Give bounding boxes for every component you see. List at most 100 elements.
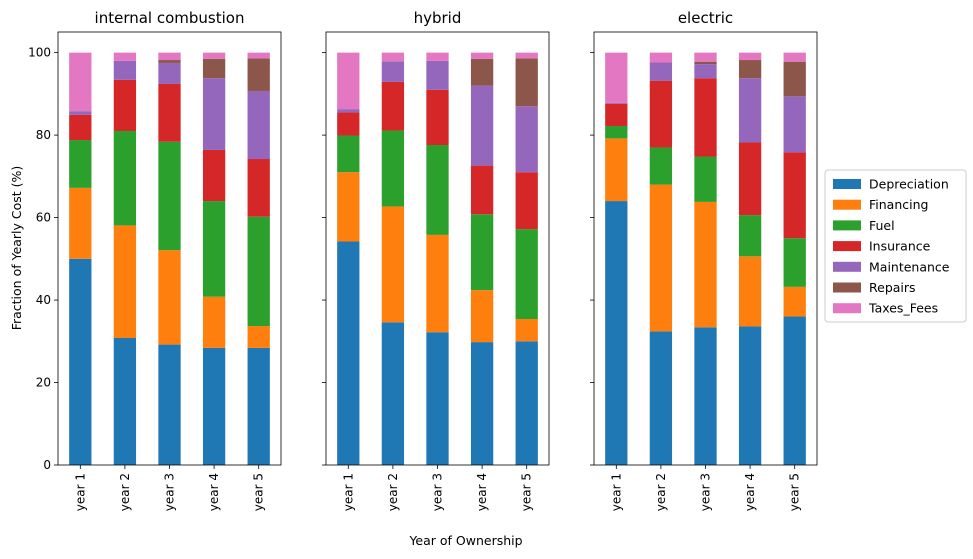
- panel-2: year 1 year 2 year 3 year 4 year 5 hybrid: [322, 9, 550, 511]
- bar-segment-depreciation: [783, 316, 806, 465]
- bar-segment-depreciation: [158, 344, 181, 465]
- bar-segment-maintenance: [202, 78, 226, 150]
- bar-segment-insurance: [783, 152, 806, 239]
- bar-segment-financing: [158, 250, 181, 345]
- x-tick-label: year 4: [743, 473, 757, 511]
- bar-segment-insurance: [381, 81, 405, 131]
- y-tick-label: 100: [28, 46, 51, 60]
- y-tick-label: 0: [43, 458, 51, 472]
- legend-swatch-repairs: [833, 282, 861, 293]
- bar-segment-taxes-fees: [470, 52, 494, 59]
- x-tick-label: year 1: [609, 473, 623, 511]
- bar-segment-insurance: [649, 80, 673, 148]
- legend-label: Taxes_Fees: [868, 301, 938, 316]
- bar-segment-fuel: [694, 156, 717, 202]
- legend-swatch-depreciation: [833, 179, 861, 189]
- bar-segment-insurance: [202, 149, 226, 202]
- bar-segment-fuel: [783, 238, 806, 287]
- bar-segment-maintenance: [247, 90, 270, 160]
- bar-segment-fuel: [158, 141, 181, 251]
- bar-segment-fuel: [738, 215, 762, 257]
- legend-swatch-maintenance: [833, 261, 861, 272]
- bar-segment-maintenance: [605, 102, 628, 104]
- x-tick-label: year 4: [475, 473, 489, 511]
- bar-segment-repairs: [515, 58, 538, 107]
- bar-segment-insurance: [738, 142, 762, 216]
- bar-segment-taxes-fees: [426, 52, 449, 61]
- bar-segment-depreciation: [202, 347, 226, 465]
- bar-segment-maintenance: [649, 62, 673, 81]
- bar-segment-repairs: [694, 61, 717, 65]
- bar-segment-repairs: [783, 61, 806, 97]
- bar-segment-taxes-fees: [113, 52, 137, 61]
- x-tick-label: year 2: [118, 473, 132, 511]
- bar-segment-taxes-fees: [158, 52, 181, 61]
- y-tick-label: 40: [36, 293, 51, 307]
- bar-segment-maintenance: [694, 64, 717, 79]
- bar-segment-financing: [202, 296, 226, 348]
- bar-segment-financing: [738, 256, 762, 327]
- chart-panels: year 1 year 2 year 3 year 4 year 5 0 20 40 60 80 1…: [28, 9, 818, 511]
- bar-segment-financing: [783, 286, 806, 317]
- legend-label: Fuel: [869, 218, 895, 233]
- bar-segment-financing: [381, 206, 405, 323]
- bar-segment-maintenance: [426, 60, 449, 90]
- x-tick-label: year 1: [341, 473, 355, 511]
- bar-segment-financing: [515, 319, 538, 342]
- bar-segment-depreciation: [694, 327, 717, 465]
- bar-segment-repairs: [738, 60, 762, 79]
- x-tick-label: year 5: [252, 473, 266, 511]
- bar-segment-maintenance: [738, 78, 762, 143]
- bar-segment-depreciation: [515, 341, 538, 465]
- y-tick-label: 80: [36, 128, 51, 142]
- bar-segment-maintenance: [470, 85, 494, 166]
- panel-title: hybrid: [414, 9, 462, 27]
- x-tick-label: year 3: [163, 473, 177, 511]
- bar-segment-fuel: [337, 135, 360, 173]
- x-tick-label: year 5: [788, 473, 802, 511]
- bar-segment-insurance: [605, 103, 628, 127]
- bar-segment-depreciation: [426, 332, 449, 465]
- bar-segment-maintenance: [69, 111, 92, 115]
- legend-label: Maintenance: [869, 259, 950, 274]
- panel-1: year 1 year 2 year 3 year 4 year 5 0 20 40 60 80 1…: [28, 9, 282, 511]
- plot-frame: [325, 31, 550, 466]
- bar-segment-depreciation: [337, 241, 360, 465]
- legend-swatch-insurance: [833, 241, 861, 252]
- bar-segment-insurance: [247, 159, 270, 217]
- bar-segment-depreciation: [738, 326, 762, 465]
- x-axis-label: Year of Ownership: [408, 533, 522, 548]
- bar-segment-taxes-fees: [605, 52, 628, 103]
- bar-segment-depreciation: [113, 337, 137, 465]
- bar-segment-maintenance: [158, 62, 181, 84]
- bar-segment-depreciation: [381, 322, 405, 465]
- bar-segment-insurance: [426, 89, 449, 145]
- x-tick-label: year 3: [699, 473, 713, 511]
- bar-segment-fuel: [202, 201, 226, 297]
- bar-segment-taxes-fees: [381, 52, 405, 62]
- bar-segment-fuel: [113, 130, 137, 226]
- bar-segment-depreciation: [649, 331, 673, 465]
- bar-segment-financing: [337, 172, 360, 242]
- legend-label: Financing: [869, 197, 928, 212]
- y-tick-label: 20: [36, 376, 51, 390]
- panel-3: year 1 year 2 year 3 year 4 year 5 electric: [590, 9, 818, 511]
- bar-segment-insurance: [158, 83, 181, 142]
- bar-segment-taxes-fees: [515, 52, 538, 59]
- bar-segment-taxes-fees: [247, 52, 270, 59]
- bar-segment-insurance: [694, 78, 717, 157]
- bar-segment-fuel: [381, 130, 405, 207]
- bar-segment-maintenance: [515, 106, 538, 173]
- bar-segment-taxes-fees: [694, 52, 717, 62]
- bar-segment-taxes-fees: [202, 52, 226, 59]
- x-tick-label: year 5: [520, 473, 534, 511]
- bar-segment-taxes-fees: [649, 52, 673, 63]
- legend-label: Depreciation: [869, 177, 949, 192]
- bar-segment-fuel: [69, 140, 92, 188]
- bar-segment-depreciation: [69, 258, 92, 465]
- bar-segment-fuel: [605, 126, 628, 139]
- bar-segment-financing: [470, 290, 494, 343]
- bar-segment-fuel: [470, 214, 494, 291]
- bar-segment-maintenance: [783, 96, 806, 153]
